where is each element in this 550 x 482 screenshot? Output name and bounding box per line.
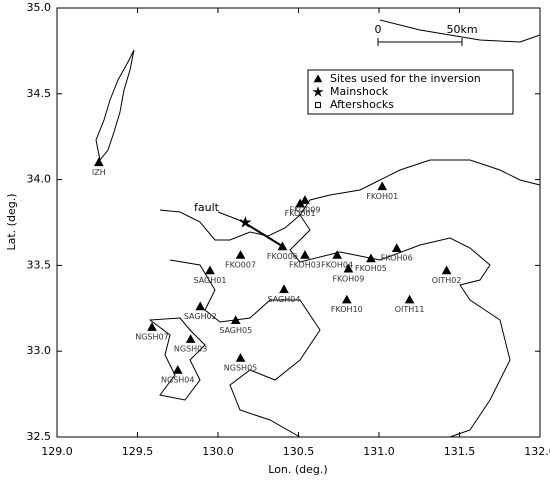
- y-axis-title: Lat. (deg.): [5, 194, 18, 251]
- site-label: FKO001: [285, 209, 316, 218]
- site-marker: [441, 265, 452, 275]
- site-marker: [404, 294, 415, 304]
- site-marker: [94, 157, 104, 167]
- site-label: FKOH09: [332, 274, 364, 283]
- site-label: FKOH05: [355, 264, 387, 273]
- site-label: FKOH04: [321, 261, 353, 270]
- site-marker: [205, 265, 215, 275]
- legend-marker: [313, 74, 323, 83]
- site-label: FKO007: [225, 261, 256, 270]
- site-marker: [341, 294, 352, 304]
- site-label: NGSH05: [224, 364, 257, 373]
- x-tick-label: 132.0: [524, 445, 550, 458]
- site-marker: [300, 195, 310, 204]
- site-marker: [279, 284, 289, 294]
- site-label: NGSH04: [161, 376, 194, 385]
- site-label: OITH02: [432, 276, 462, 285]
- site-marker: [235, 250, 246, 259]
- legend-marker: [315, 102, 321, 108]
- site-label: SAGH04: [268, 295, 301, 304]
- legend-label: Sites used for the inversion: [330, 72, 481, 85]
- site-marker: [235, 353, 246, 362]
- x-tick-label: 131.5: [444, 445, 476, 458]
- site-marker: [300, 250, 310, 259]
- x-tick-label: 130.5: [283, 445, 315, 458]
- site-marker: [391, 243, 402, 252]
- legend-label: Mainshock: [330, 85, 389, 98]
- y-tick-label: 34.5: [27, 87, 52, 100]
- legend-marker: [312, 86, 324, 97]
- site-marker: [343, 263, 354, 273]
- site-label: FKOH01: [366, 192, 398, 201]
- coastlines: [95, 19, 541, 438]
- site-label: FKOH06: [381, 254, 413, 263]
- site-marker: [195, 301, 206, 311]
- site-marker: [377, 181, 388, 191]
- site-marker: [147, 322, 157, 331]
- legend-box: [307, 69, 514, 115]
- scale-start: 0: [375, 23, 382, 36]
- site-marker: [366, 253, 376, 263]
- site-marker: [230, 315, 241, 325]
- site-label: SAGH01: [193, 276, 226, 285]
- site-label: IZH: [92, 168, 106, 177]
- site-label: NGSH07: [135, 333, 168, 342]
- y-tick-label: 35.0: [27, 1, 52, 14]
- site-marker: [185, 334, 196, 343]
- fault-pointer: [217, 211, 245, 223]
- site-label: NGSH03: [174, 345, 207, 354]
- x-tick-label: 130.0: [202, 445, 234, 458]
- x-tick-label: 131.0: [363, 445, 395, 458]
- site-label: FKOH10: [331, 305, 363, 314]
- scale-end: 50km: [446, 23, 477, 36]
- site-label: SAGH02: [184, 312, 217, 321]
- x-axis-title: Lon. (deg.): [268, 463, 327, 476]
- scale-bar: 0 50km: [375, 23, 478, 46]
- site-marker: [172, 365, 183, 374]
- site-label: FKO006: [267, 252, 298, 261]
- site-label: FKO009: [289, 206, 320, 215]
- y-tick-label: 32.5: [27, 430, 52, 443]
- site-label: FKOH03: [289, 261, 321, 270]
- site-marker: [332, 250, 342, 259]
- site-label: SAGH05: [219, 326, 252, 335]
- y-tick-label: 33.5: [27, 258, 52, 271]
- x-tick-label: 129.0: [41, 445, 73, 458]
- x-tick-label: 129.5: [122, 445, 154, 458]
- site-marker: [239, 216, 252, 228]
- site-marker: [277, 241, 288, 251]
- y-tick-label: 34.0: [27, 173, 52, 186]
- fault-annotation: fault: [194, 201, 220, 214]
- site-label: OITH11: [395, 305, 425, 314]
- legend-label: Aftershocks: [330, 98, 394, 111]
- y-tick-label: 33.0: [27, 344, 52, 357]
